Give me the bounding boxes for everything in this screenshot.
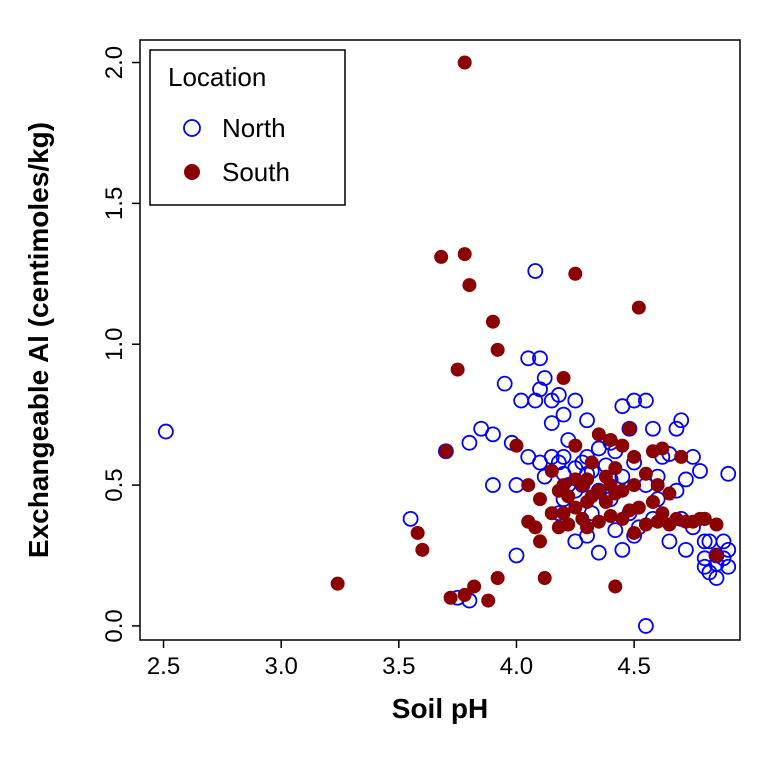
y-axis-label: Exchangeable Al (centimoles/kg)	[23, 122, 54, 558]
data-point-south	[568, 439, 582, 453]
data-point-north	[486, 478, 500, 492]
data-point-south	[632, 301, 646, 315]
legend-item-label: North	[222, 113, 286, 143]
data-point-south	[491, 571, 505, 585]
data-point-south	[545, 464, 559, 478]
data-point-south	[585, 456, 599, 470]
x-tick-label: 2.5	[147, 653, 180, 680]
data-point-south	[481, 594, 495, 608]
data-point-north	[669, 422, 683, 436]
data-point-north	[615, 543, 629, 557]
data-point-south	[451, 363, 465, 377]
data-point-south	[434, 250, 448, 264]
data-point-south	[509, 439, 523, 453]
data-point-north	[693, 464, 707, 478]
data-point-north	[639, 619, 653, 633]
x-tick-label: 4.5	[617, 653, 650, 680]
data-point-south	[632, 501, 646, 515]
y-tick-label: 2.0	[101, 46, 128, 79]
data-point-north	[538, 371, 552, 385]
data-point-south	[528, 520, 542, 534]
data-point-south	[639, 467, 653, 481]
data-point-south	[458, 56, 472, 70]
data-point-north	[662, 534, 676, 548]
data-point-south	[411, 526, 425, 540]
data-point-south	[627, 526, 641, 540]
data-point-south	[491, 343, 505, 357]
x-tick-label: 3.5	[382, 653, 415, 680]
y-tick-label: 1.0	[101, 328, 128, 361]
data-point-north	[486, 427, 500, 441]
data-point-south	[674, 450, 688, 464]
data-point-south	[639, 518, 653, 532]
y-tick-label: 1.5	[101, 187, 128, 220]
legend-marker	[184, 164, 200, 180]
data-point-south	[580, 472, 594, 486]
data-point-south	[627, 478, 641, 492]
legend-item-label: South	[222, 157, 290, 187]
data-point-south	[662, 487, 676, 501]
data-point-south	[709, 518, 723, 532]
data-point-south	[615, 439, 629, 453]
data-point-south	[533, 534, 547, 548]
data-point-north	[721, 467, 735, 481]
data-point-north	[528, 264, 542, 278]
data-point-south	[521, 478, 535, 492]
data-point-south	[646, 495, 660, 509]
data-point-north	[498, 377, 512, 391]
data-point-north	[717, 534, 731, 548]
data-point-south	[627, 450, 641, 464]
data-point-north	[568, 394, 582, 408]
data-point-south	[458, 247, 472, 261]
data-point-north	[514, 394, 528, 408]
data-point-north	[159, 425, 173, 439]
data-point-north	[580, 413, 594, 427]
data-point-south	[331, 577, 345, 591]
y-tick-label: 0.5	[101, 468, 128, 501]
data-point-north	[592, 546, 606, 560]
data-point-south	[651, 478, 665, 492]
data-point-south	[622, 422, 636, 436]
data-point-north	[509, 548, 523, 562]
x-tick-label: 4.0	[500, 653, 533, 680]
x-tick-label: 3.0	[264, 653, 297, 680]
data-point-south	[608, 461, 622, 475]
data-point-south	[415, 543, 429, 557]
data-point-north	[674, 413, 688, 427]
data-point-south	[655, 441, 669, 455]
data-point-north	[679, 543, 693, 557]
data-point-south	[604, 509, 618, 523]
data-point-south	[608, 579, 622, 593]
data-point-south	[557, 371, 571, 385]
data-point-south	[709, 548, 723, 562]
y-tick-label: 0.0	[101, 609, 128, 642]
legend-title: Location	[168, 62, 266, 92]
data-point-south	[462, 278, 476, 292]
data-point-north	[679, 472, 693, 486]
x-axis-label: Soil pH	[392, 693, 488, 724]
data-point-south	[467, 579, 481, 593]
data-point-south	[561, 518, 575, 532]
data-point-south	[486, 315, 500, 329]
data-point-north	[462, 436, 476, 450]
data-point-south	[538, 571, 552, 585]
scatter-chart: 2.5 3.0 3.5 4.0 4.5 0.0 0.5 1.0 1.5 2.0 Soil pH Exc…	[0, 0, 768, 768]
data-point-south	[444, 591, 458, 605]
data-point-north	[646, 422, 660, 436]
data-point-south	[568, 267, 582, 281]
data-point-north	[557, 408, 571, 422]
data-point-south	[439, 444, 453, 458]
data-point-south	[533, 492, 547, 506]
data-point-north	[404, 512, 418, 526]
